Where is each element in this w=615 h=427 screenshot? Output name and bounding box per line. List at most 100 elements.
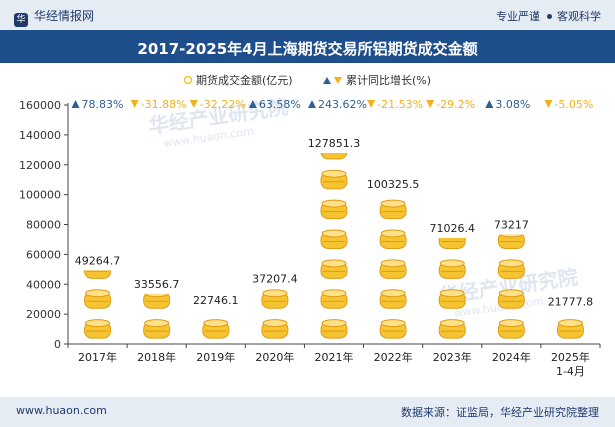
growth-label: -32.22% [200, 98, 246, 111]
coin-icon [497, 259, 525, 279]
y-tick-label: 0 [54, 338, 61, 351]
y-tick-label: 40000 [26, 278, 61, 291]
coin-icon [320, 259, 348, 279]
data-label: 49264.7 [75, 254, 121, 267]
coin-icon [379, 199, 407, 220]
coin-icon [556, 319, 584, 339]
top-bar: 华华经情报网 专业严谨 客观科学 [0, 0, 615, 30]
growth-up-icon [485, 100, 494, 108]
data-label: 21777.8 [548, 295, 594, 308]
y-tick-label: 100000 [19, 189, 61, 202]
coin-icon [143, 319, 171, 339]
tagline-left: 专业严谨 [496, 10, 540, 23]
coin-icon [379, 259, 407, 279]
growth-label: -31.88% [141, 98, 187, 111]
growth-label: 78.83% [82, 98, 124, 111]
y-tick-label: 80000 [26, 219, 61, 232]
y-tick-label: 140000 [19, 129, 61, 142]
legend-growth: 累计同比增长(%) [346, 73, 431, 87]
coin-icon [261, 289, 289, 309]
bar-5 [379, 199, 407, 339]
coin-icon [143, 293, 171, 309]
x-tick-label: 2024年 [492, 350, 531, 364]
growth-down-icon [130, 100, 139, 108]
bar-2 [202, 319, 230, 339]
coin-icon [320, 229, 348, 249]
chart-title: 2017-2025年4月上海期货交易所铝期货成交金额 [137, 40, 478, 58]
x-tick-label: 2023年 [433, 350, 472, 364]
x-tick-label: 2021年 [315, 350, 354, 364]
growth-up-icon [71, 100, 80, 108]
growth-down-icon [426, 100, 435, 108]
title-bar: 2017-2025年4月上海期货交易所铝期货成交金额 [0, 30, 615, 63]
separator-dot-icon [547, 13, 552, 19]
growth-down-icon [544, 100, 553, 108]
growth-label: 243.62% [318, 98, 367, 111]
y-tick-label: 120000 [19, 159, 61, 172]
growth-up-icon [308, 100, 316, 108]
x-tick-label: 2019年 [196, 350, 235, 364]
coin-icon [84, 289, 112, 309]
legend-amount: 期货成交金额(亿元) [196, 73, 293, 87]
legend-down-triangle-icon [334, 77, 342, 84]
coin-icon [438, 289, 466, 309]
bar-7 [497, 234, 525, 339]
y-tick-label: 60000 [26, 248, 61, 261]
x-tick-label: 1-4月 [556, 365, 585, 378]
legend-up-triangle-icon [323, 77, 331, 84]
brand[interactable]: 华华经情报网 [14, 7, 94, 27]
coin-icon [379, 319, 407, 339]
y-tick-label: 160000 [19, 99, 61, 112]
data-label: 100325.5 [367, 178, 420, 191]
footer-source: 数据来源：证监局，华经产业研究院整理 [401, 406, 599, 419]
coin-icon [438, 259, 466, 279]
coin-icon [320, 169, 348, 190]
coin-icon [438, 237, 466, 249]
data-label: 127851.3 [308, 137, 361, 150]
legend-coin-icon [183, 75, 193, 85]
growth-up-icon [248, 100, 257, 108]
coin-icon [438, 319, 466, 339]
x-tick-label: 2018年 [137, 350, 176, 364]
bar-4 [320, 153, 348, 339]
coin-icon [497, 319, 525, 339]
bar-0 [84, 270, 112, 339]
data-label: 73217 [494, 219, 529, 232]
growth-label: 3.08% [495, 98, 530, 111]
data-label: 33556.7 [134, 278, 180, 291]
coin-icon [202, 319, 230, 339]
footer-website[interactable]: www.huaon.com [16, 404, 107, 417]
x-tick-label: 2017年 [78, 350, 117, 364]
growth-label: -29.2% [436, 98, 475, 111]
x-tick-label: 2020年 [255, 350, 294, 364]
chart-area: 华经产业研究院www.huaon.com华经产业研究院www.huaon.com… [19, 73, 601, 378]
coin-icon [84, 270, 112, 279]
coin-icon [320, 199, 348, 220]
bar-1 [143, 293, 171, 339]
bar-8 [556, 319, 584, 339]
growth-label: 63.58% [259, 98, 301, 111]
brand-logo-icon: 华 [14, 13, 28, 27]
coin-icon [320, 319, 348, 339]
coin-icon [379, 229, 407, 249]
growth-down-icon [189, 100, 198, 108]
y-tick-label: 20000 [26, 308, 61, 321]
tagline-right: 客观科学 [557, 10, 601, 23]
coin-icon [497, 234, 525, 249]
coin-icon [84, 319, 112, 339]
coin-icon [379, 289, 407, 309]
growth-down-icon [367, 100, 376, 108]
x-tick-label: 2022年 [374, 350, 413, 364]
coin-icon [261, 319, 289, 339]
brand-name: 华经情报网 [34, 9, 95, 23]
coin-icon [497, 289, 525, 309]
coin-icon [320, 153, 348, 160]
data-label: 22746.1 [193, 294, 239, 307]
growth-label: -21.53% [377, 98, 423, 111]
tagline: 专业严谨 客观科学 [496, 8, 601, 24]
growth-label: -5.05% [554, 98, 593, 111]
data-label: 37207.4 [252, 272, 298, 285]
bar-6 [438, 237, 466, 339]
x-tick-label: 2025年 [551, 350, 590, 364]
